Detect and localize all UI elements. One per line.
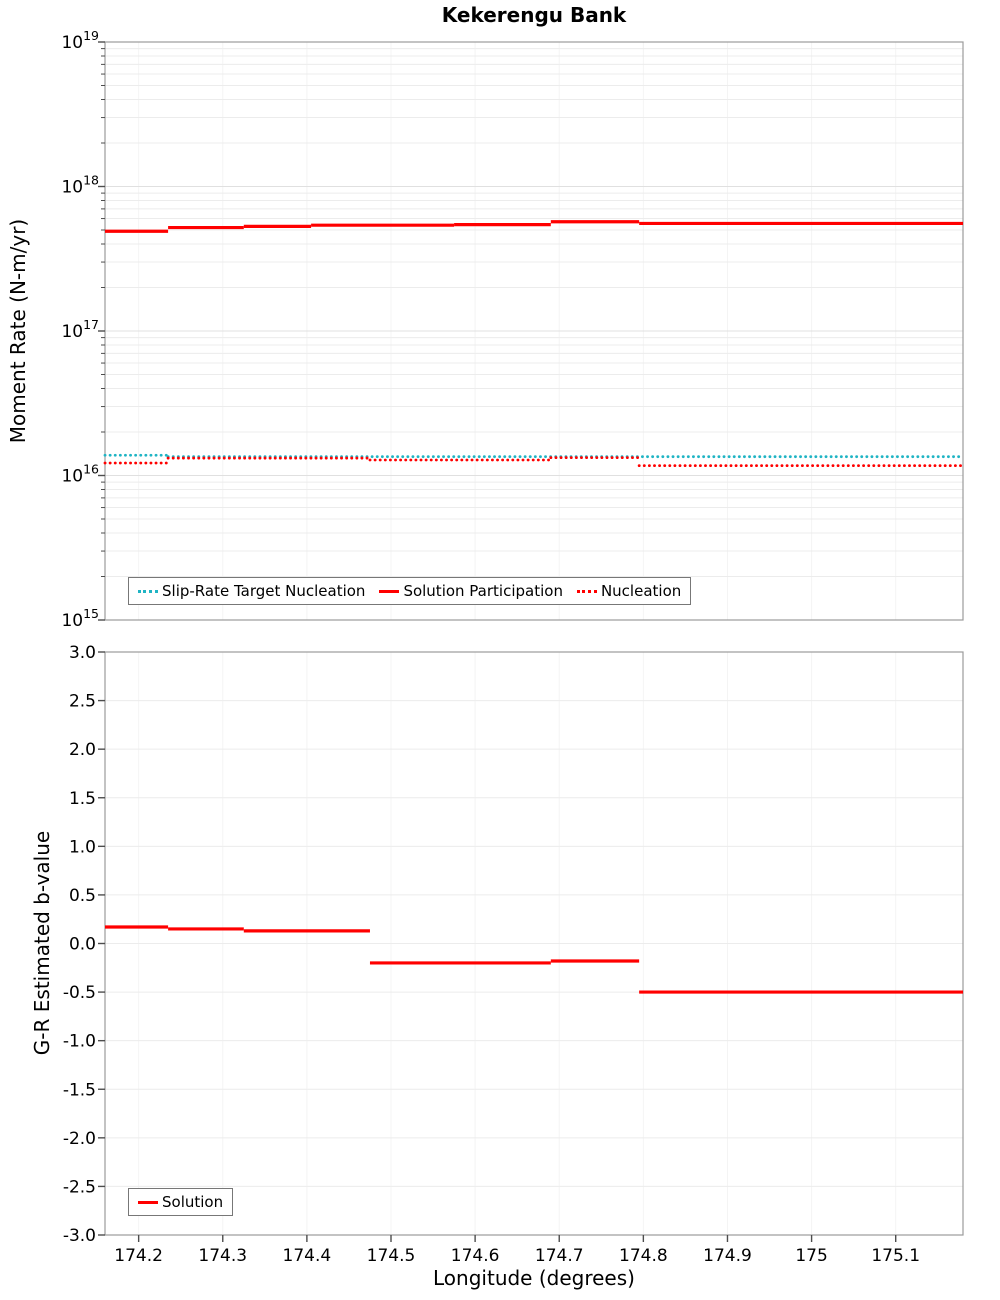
legend-swatch-dotted-line-icon xyxy=(138,589,158,593)
y-tick-label: -3.0 xyxy=(63,1226,96,1246)
legend-label: Solution Participation xyxy=(403,582,563,600)
y-tick-label: 1016 xyxy=(61,462,99,487)
legend-item-slip-rate-target-nucleation: Slip-Rate Target Nucleation xyxy=(138,582,365,600)
x-axis-label: Longitude (degrees) xyxy=(433,1266,635,1290)
top-chart: 1015 1016 1017 1018 1019 xyxy=(61,28,965,631)
y-tick-label: 0.0 xyxy=(69,935,96,955)
y-tick-label: 1018 xyxy=(61,173,99,198)
y-tick-label: 3.0 xyxy=(69,643,96,663)
y-tick-label: 1019 xyxy=(61,28,99,53)
y-tick-label: 1.5 xyxy=(69,789,96,809)
legend-item-solution: Solution xyxy=(138,1193,223,1211)
x-tick-label: 174.9 xyxy=(703,1246,752,1266)
y-tick-label: 0.5 xyxy=(69,886,96,906)
x-tick-label: 175.1 xyxy=(871,1246,920,1266)
y-tick-label: -0.5 xyxy=(63,983,96,1003)
series-solution xyxy=(105,925,963,994)
y-tick-label: 2.0 xyxy=(69,740,96,760)
chart-title: Kekerengu Bank xyxy=(441,3,627,27)
legend-top-chart: Slip-Rate Target Nucleation Solution Part… xyxy=(128,577,692,605)
bottom-chart: 3.0 2.5 2.0 1.5 1.0 0.5 0.0 -0.5 -1.0 -1.5 -2.0 -2.… xyxy=(63,643,964,1246)
legend-swatch-dotted-line-icon xyxy=(576,589,597,593)
y-tick-label: -1.0 xyxy=(63,1032,96,1052)
y-tick-label: 1.0 xyxy=(69,837,96,857)
x-tick-label: 174.2 xyxy=(114,1246,163,1266)
x-tick-label: 174.4 xyxy=(283,1246,332,1266)
y-tick-label: -2.0 xyxy=(63,1129,96,1149)
legend-bottom-chart: Solution xyxy=(128,1188,234,1216)
x-tick-label: 175 xyxy=(795,1246,827,1266)
y-tick-label: -1.5 xyxy=(63,1080,96,1100)
x-tick-label: 174.6 xyxy=(451,1246,500,1266)
y-axis-label-moment-rate: Moment Rate (N-m/yr) xyxy=(6,218,30,444)
y-tick-label: 2.5 xyxy=(69,692,96,712)
legend-item-nucleation: Nucleation xyxy=(576,582,682,600)
series-nucleation xyxy=(103,456,965,468)
legend-item-solution-participation: Solution Participation xyxy=(379,582,563,600)
y-tick-label: -2.5 xyxy=(63,1177,96,1197)
x-axis-ticks: 174.2 174.3 174.4 174.5 174.6 174.7 174.8 174.9… xyxy=(114,1235,920,1266)
x-tick-label: 174.3 xyxy=(198,1246,247,1266)
y-axis-label-b-value: G-R Estimated b-value xyxy=(30,830,54,1056)
series-solution-participation xyxy=(105,220,963,233)
x-tick-label: 174.5 xyxy=(367,1246,416,1266)
series-slip-rate-target-nucleation xyxy=(103,453,965,459)
legend-label: Nucleation xyxy=(600,582,682,600)
legend-swatch-solid-line-icon xyxy=(138,1200,158,1204)
legend-swatch-solid-line-icon xyxy=(379,589,400,593)
y-tick-label: 1015 xyxy=(61,606,99,631)
x-tick-label: 174.7 xyxy=(535,1246,584,1266)
legend-label: Solution xyxy=(162,1193,224,1211)
y-tick-label: 1017 xyxy=(61,317,99,342)
x-tick-label: 174.8 xyxy=(619,1246,668,1266)
legend-label: Slip-Rate Target Nucleation xyxy=(162,582,366,600)
